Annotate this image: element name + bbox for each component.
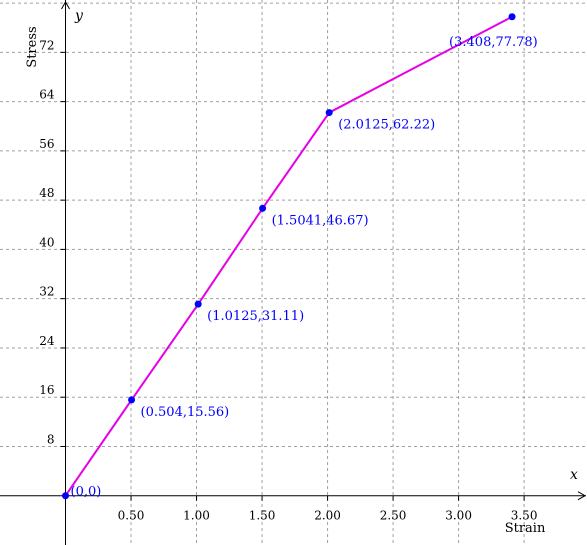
series-line (64, 15, 513, 497)
x-axis-letter: x (570, 467, 578, 483)
data-point-label: (0.504,15.56) (141, 405, 230, 420)
y-tick-label: 40 (39, 235, 54, 249)
y-tick-label: 72 (39, 38, 54, 52)
x-tick-label: 1.50 (249, 509, 276, 523)
y-tick-label: 48 (39, 186, 54, 200)
data-point-label: (1.0125,31.11) (207, 309, 304, 324)
point-labels: (0,0) (0.504,15.56) (1.0125,31.11) (1.5041,… (71, 35, 538, 500)
y-tick-label: 56 (39, 137, 54, 151)
y-tick-label: 32 (39, 285, 54, 299)
data-point-label: (1.5041,46.67) (272, 213, 369, 228)
data-point (325, 109, 333, 117)
data-point (194, 300, 202, 308)
data-point-label: (2.0125,62.22) (338, 118, 435, 133)
tick-labels: 0.50 1.00 1.50 2.00 2.50 3.00 3.50 8 16 24 32 40 48 5… (39, 38, 537, 522)
y-tick-label: 16 (39, 383, 54, 397)
x-tick-label: 1.00 (183, 509, 210, 523)
y-tick-label: 64 (39, 88, 55, 102)
x-tick-label: 3.00 (445, 509, 472, 523)
y-tick-label: 8 (47, 432, 55, 446)
data-point (259, 204, 267, 212)
x-tick-label: 2.00 (314, 509, 341, 523)
y-axis-arrow (61, 0, 70, 10)
data-point (62, 492, 70, 500)
x-axis-title: Strain (505, 521, 546, 536)
x-tick-label: 0.50 (118, 509, 145, 523)
y-axis-letter: y (74, 8, 84, 24)
data-point-label: (0,0) (71, 485, 102, 500)
y-tick-label: 24 (39, 334, 55, 348)
data-point-label: (3.408,77.78) (449, 35, 538, 50)
y-axis-title: Stress (25, 26, 40, 67)
x-axis-arrow (577, 491, 587, 501)
x-tick-label: 2.50 (380, 509, 407, 523)
series (62, 13, 516, 500)
data-point (508, 13, 516, 21)
x-tick-label: 3.50 (511, 509, 538, 523)
data-point (128, 396, 136, 404)
